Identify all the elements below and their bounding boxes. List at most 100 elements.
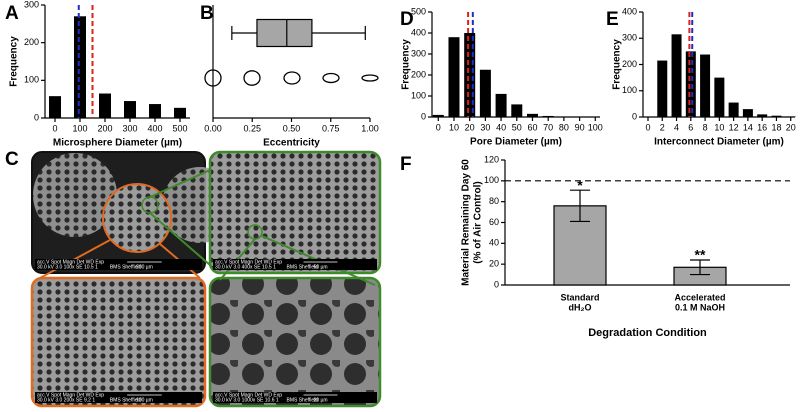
bar xyxy=(785,116,796,117)
x-tick-label: 10 xyxy=(449,122,459,132)
x-tick-label: 0 xyxy=(645,122,650,132)
y-axis-title: Frequency xyxy=(612,39,623,90)
significance: ** xyxy=(695,247,706,263)
panel-label: C xyxy=(5,149,19,170)
x-tick-label: 90 xyxy=(575,122,585,132)
shape-icon xyxy=(243,70,261,86)
x-tick-label: 0 xyxy=(436,122,441,132)
y-tick-label: 120 xyxy=(484,154,499,164)
y-tick-label: 60 xyxy=(489,217,499,227)
lab-label: BMS Sheffield xyxy=(110,397,142,403)
y-tick-label: 300 xyxy=(24,0,39,9)
y-tick-label: 400 xyxy=(411,27,426,37)
zoom-connector xyxy=(149,212,211,266)
bar xyxy=(728,102,739,117)
x-tick-label: 0.25 xyxy=(243,123,261,133)
sem-info: acc.V Spot Magn Det WD Exp xyxy=(37,259,104,265)
y-tick-label: 200 xyxy=(411,69,426,79)
microsphere xyxy=(33,153,117,237)
x-axis-title: Eccentricity xyxy=(263,138,320,149)
sem-info: 30.0 kV 3.0 100x SE 10.5 1 xyxy=(37,264,98,270)
y-tick-label: 0 xyxy=(632,111,637,121)
y-tick-label: 100 xyxy=(622,85,637,95)
x-tick-label: 20 xyxy=(465,122,475,132)
panel-label: E xyxy=(606,9,619,30)
sem-image xyxy=(30,276,207,408)
sem-info: 30.0 kV 3.0 400x SE 10.5 1 xyxy=(215,264,276,270)
x-tick-label: 100 xyxy=(588,122,603,132)
scale-label: 200 µm xyxy=(136,264,153,270)
y-tick-label: 400 xyxy=(622,6,637,16)
x-tick-label: 50 xyxy=(512,122,522,132)
bar xyxy=(542,115,554,117)
bar xyxy=(742,109,753,117)
y-tick-label: 40 xyxy=(489,238,499,248)
lab-label: BMS Sheffield xyxy=(287,264,319,270)
y-tick-label: 0 xyxy=(34,112,39,122)
panel-label: D xyxy=(400,9,414,30)
x-tick-label: 16 xyxy=(757,122,767,132)
bar xyxy=(448,37,460,118)
x-tick-label: 40 xyxy=(496,122,506,132)
scale-label: 100 µm xyxy=(136,397,153,403)
x-tick-label: 18 xyxy=(771,122,781,132)
x-tick-label: 300 xyxy=(122,123,137,133)
lab-label: BMS Sheffield xyxy=(287,397,319,403)
sem-image xyxy=(208,150,382,275)
y-tick-label: 300 xyxy=(411,48,426,58)
lab-label: BMS Sheffield xyxy=(110,264,142,270)
x-tick-label: 100 xyxy=(72,123,87,133)
x-tick-label: 1.00 xyxy=(361,123,379,133)
scale-label: 50 µm xyxy=(314,264,328,270)
y-tick-label: 300 xyxy=(622,33,637,43)
sem-info: acc.V Spot Magn Det WD Exp xyxy=(215,392,282,398)
bar xyxy=(479,69,491,117)
bar xyxy=(124,101,136,118)
x-tick-label: Accelerated xyxy=(674,292,725,302)
x-tick-label: 80 xyxy=(559,122,569,132)
y-tick-label: 100 xyxy=(484,175,499,185)
microsphere xyxy=(102,183,172,253)
x-tick-label: 400 xyxy=(147,123,162,133)
x-tick-label: 2 xyxy=(660,122,665,132)
x-tick-label: 0.00 xyxy=(204,123,222,133)
bar xyxy=(700,54,711,117)
sem-info: acc.V Spot Magn Det WD Exp xyxy=(215,259,282,265)
x-tick-label: 20 xyxy=(786,122,796,132)
shape-icon xyxy=(322,72,340,84)
bar xyxy=(74,16,86,118)
sem-image xyxy=(208,276,382,408)
x-tick-label: 10 xyxy=(714,122,724,132)
info-bar xyxy=(213,259,377,270)
x-tick-label: 6 xyxy=(688,122,693,132)
sem-info: acc.V Spot Magn Det WD Exp xyxy=(37,392,104,398)
y-tick-label: 200 xyxy=(622,59,637,69)
y-tick-label: 20 xyxy=(489,259,499,269)
x-tick-label: 200 xyxy=(97,123,112,133)
info-bar xyxy=(35,259,202,270)
y-tick-label: 200 xyxy=(24,37,39,47)
sem-images xyxy=(30,150,382,408)
panel-label: F xyxy=(400,154,412,175)
bar xyxy=(526,113,538,117)
x-axis-title: Interconnect Diameter (µm) xyxy=(654,137,784,148)
x-tick-label: Standard xyxy=(560,292,599,302)
sem-info: 30.0 kV 3.0 200x SE 9.2 1 xyxy=(37,397,95,403)
significance: * xyxy=(577,177,583,193)
y-tick-label: 500 xyxy=(411,6,426,16)
x-tick-label: 14 xyxy=(743,122,753,132)
scale-label: 20 µm xyxy=(314,397,328,403)
box xyxy=(256,18,313,48)
info-bar xyxy=(35,392,202,403)
y-tick-label: 0 xyxy=(494,279,499,289)
info-bar xyxy=(213,392,377,403)
y-axis-title: Frequency xyxy=(401,39,412,90)
bar xyxy=(757,114,768,117)
x-tick-label: 70 xyxy=(543,122,553,132)
shape-icon xyxy=(283,71,301,85)
bar xyxy=(49,96,61,118)
shape-icons xyxy=(204,69,379,87)
x-axis-title: Pore Diameter (µm) xyxy=(470,137,562,148)
x-tick-label: 4 xyxy=(674,122,679,132)
